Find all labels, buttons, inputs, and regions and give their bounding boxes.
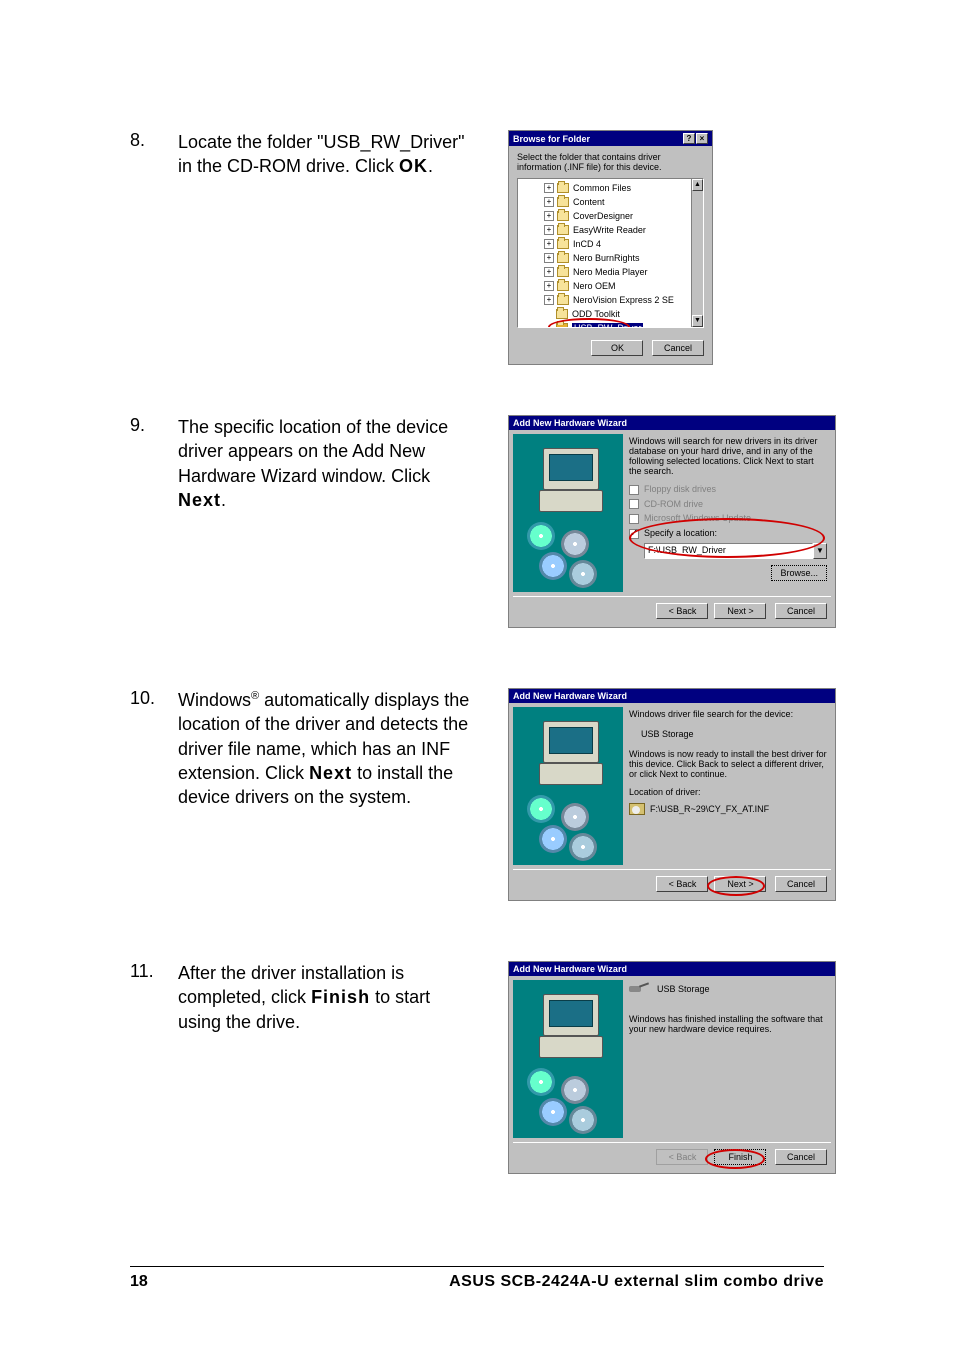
- dialog-prompt: Select the folder that contains driver i…: [517, 152, 704, 172]
- device-name: USB Storage: [657, 984, 710, 994]
- cancel-button[interactable]: Cancel: [652, 340, 704, 356]
- back-button: < Back: [656, 1149, 708, 1165]
- search-heading: Windows driver file search for the devic…: [629, 709, 827, 719]
- next-button[interactable]: Next >: [714, 603, 766, 619]
- close-button[interactable]: ×: [696, 133, 708, 144]
- titlebar: Add New Hardware Wizard: [509, 962, 835, 976]
- figure-wizard-found: Add New Hardware Wizard Windows driver f…: [508, 688, 836, 901]
- dialog-title: Browse for Folder: [513, 134, 590, 144]
- titlebar: Browse for Folder ? ×: [509, 131, 712, 146]
- driver-path: F:\USB_R~29\CY_FX_AT.INF: [650, 804, 769, 814]
- checkbox-cdrom[interactable]: [629, 499, 639, 509]
- footer-title: ASUS SCB-2424A-U external slim combo dri…: [449, 1273, 824, 1291]
- cancel-button[interactable]: Cancel: [775, 1149, 827, 1165]
- device-icon: [629, 982, 649, 996]
- location-label: Location of driver:: [629, 787, 827, 797]
- back-button[interactable]: < Back: [656, 603, 708, 619]
- ok-button[interactable]: OK: [591, 340, 643, 356]
- page-number: 18: [130, 1273, 148, 1291]
- checkbox-msupdate[interactable]: [629, 514, 639, 524]
- wizard-body: Windows has finished installing the soft…: [629, 1014, 827, 1034]
- step-text: Locate the folder "USB_RW_Driver" in the…: [178, 130, 478, 179]
- wizard-body: Windows is now ready to install the best…: [629, 749, 827, 779]
- dialog-title: Add New Hardware Wizard: [513, 418, 627, 428]
- titlebar: Add New Hardware Wizard: [509, 689, 835, 703]
- drive-icon: [629, 803, 645, 815]
- highlight-ring-icon: [707, 876, 765, 896]
- scroll-down-icon[interactable]: ▼: [692, 315, 703, 327]
- device-name: USB Storage: [641, 729, 827, 739]
- step-number: 11.: [130, 961, 178, 982]
- hardware-wizard-dialog: Add New Hardware Wizard Windows driver f…: [508, 688, 836, 901]
- checkbox-floppy[interactable]: [629, 485, 639, 495]
- wizard-graphic: [513, 434, 623, 592]
- highlight-ring-icon: [705, 1149, 765, 1169]
- cancel-button[interactable]: Cancel: [775, 603, 827, 619]
- figure-wizard-search: Add New Hardware Wizard Windows will sea…: [508, 415, 836, 628]
- figure-wizard-finish: Add New Hardware Wizard USB Storage Wind…: [508, 961, 836, 1174]
- wizard-intro: Windows will search for new drivers in i…: [629, 436, 827, 476]
- figure-browse-folder: Browse for Folder ? × Select the folder …: [508, 130, 713, 365]
- step-number: 9.: [130, 415, 178, 436]
- help-button[interactable]: ?: [683, 133, 695, 144]
- wizard-graphic: [513, 707, 623, 865]
- dialog-title: Add New Hardware Wizard: [513, 691, 627, 701]
- browse-button[interactable]: Browse...: [771, 565, 827, 581]
- hardware-wizard-dialog: Add New Hardware Wizard USB Storage Wind…: [508, 961, 836, 1174]
- dialog-title: Add New Hardware Wizard: [513, 964, 627, 974]
- hardware-wizard-dialog: Add New Hardware Wizard Windows will sea…: [508, 415, 836, 628]
- step-10: 10. Windows® automatically displays the …: [130, 688, 830, 901]
- page-footer: 18 ASUS SCB-2424A-U external slim combo …: [130, 1266, 824, 1291]
- scroll-up-icon[interactable]: ▲: [692, 179, 703, 191]
- step-number: 10.: [130, 688, 178, 709]
- step-11: 11. After the driver installation is com…: [130, 961, 830, 1174]
- back-button[interactable]: < Back: [656, 876, 708, 892]
- browse-folder-dialog: Browse for Folder ? × Select the folder …: [508, 130, 713, 365]
- wizard-graphic: [513, 980, 623, 1138]
- step-text: After the driver installation is complet…: [178, 961, 478, 1034]
- step-9: 9. The specific location of the device d…: [130, 415, 830, 628]
- titlebar: Add New Hardware Wizard: [509, 416, 835, 430]
- folder-tree[interactable]: +Common Files +Content +CoverDesigner +E…: [517, 178, 704, 328]
- highlight-ring-icon: [629, 518, 825, 558]
- step-text: Windows® automatically displays the loca…: [178, 688, 478, 809]
- step-number: 8.: [130, 130, 178, 151]
- scrollbar[interactable]: ▲ ▼: [691, 179, 703, 327]
- step-text: The specific location of the device driv…: [178, 415, 478, 512]
- cancel-button[interactable]: Cancel: [775, 876, 827, 892]
- step-8: 8. Locate the folder "USB_RW_Driver" in …: [130, 130, 830, 365]
